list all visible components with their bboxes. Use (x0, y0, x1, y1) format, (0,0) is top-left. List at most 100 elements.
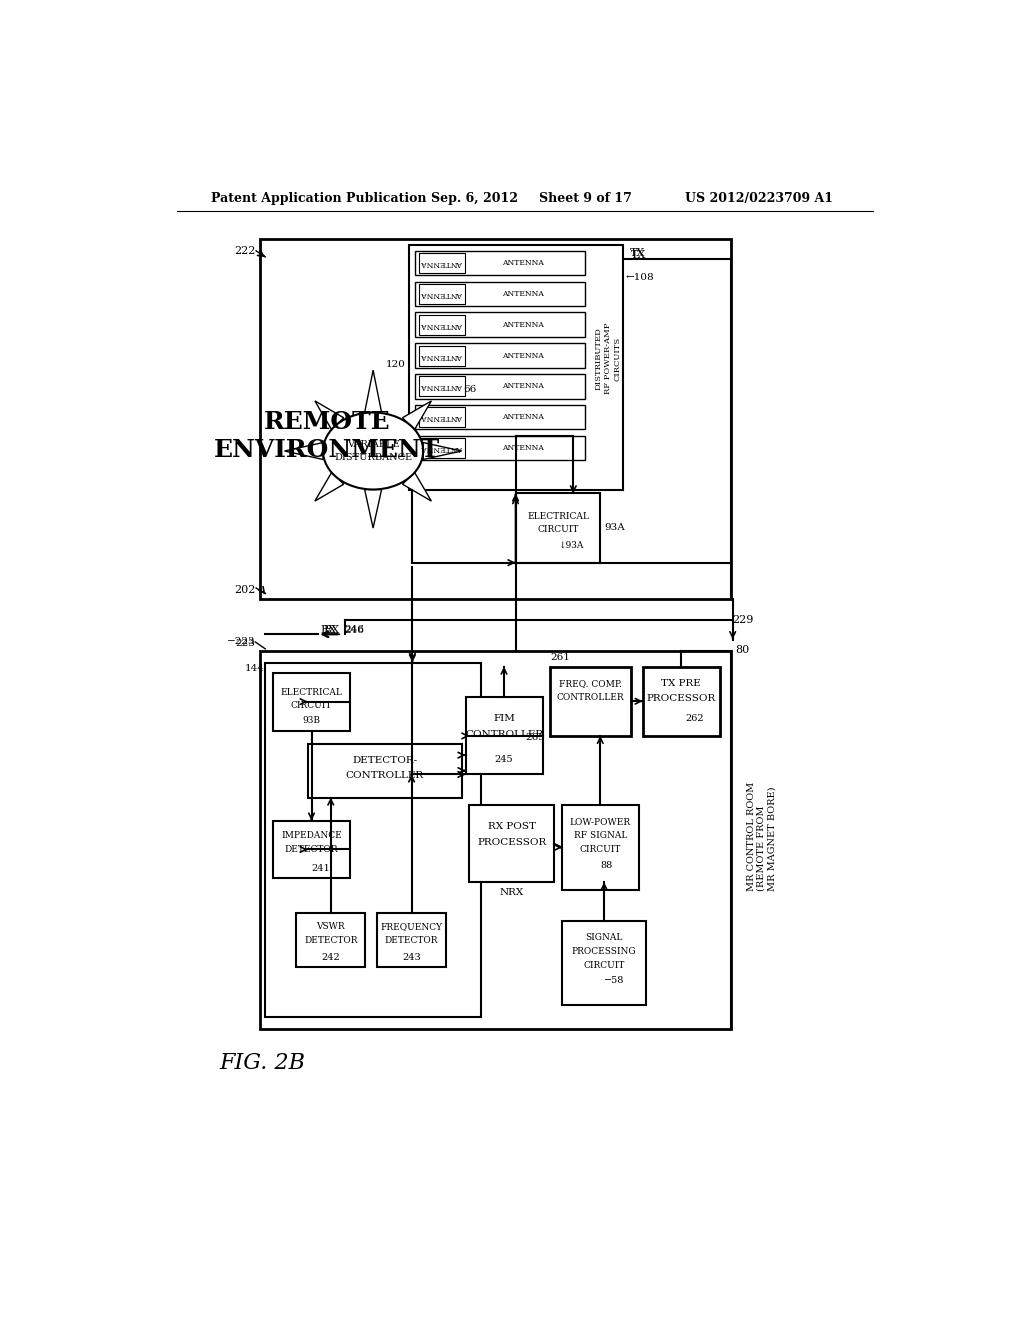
Text: 243: 243 (402, 953, 421, 962)
Bar (466, 697, 543, 775)
Text: 261: 261 (550, 653, 570, 661)
Text: TX PRE: TX PRE (662, 678, 701, 688)
Text: IMPEDANCE: IMPEDANCE (282, 832, 342, 841)
Bar (377, 913, 446, 966)
Text: ANTENNA: ANTENNA (503, 413, 544, 421)
Bar (416, 436, 585, 461)
Bar (419, 253, 465, 273)
Text: DISTURBANCE: DISTURBANCE (334, 453, 413, 462)
Text: DETECTOR: DETECTOR (304, 936, 357, 945)
Bar (416, 343, 585, 368)
Text: ANTENNA: ANTENNA (503, 321, 544, 329)
Text: TX: TX (631, 249, 646, 260)
Text: US 2012/0223709 A1: US 2012/0223709 A1 (685, 191, 833, 205)
Text: 93B: 93B (302, 715, 321, 725)
Text: 80: 80 (735, 644, 750, 655)
Text: 120: 120 (386, 360, 406, 370)
Text: CONTROLLER: CONTROLLER (557, 693, 625, 702)
Text: REMOTE
ENVIRONMENT: REMOTE ENVIRONMENT (214, 409, 440, 462)
Text: FIG. 2B: FIG. 2B (219, 1052, 305, 1074)
Text: ANTENNA: ANTENNA (421, 259, 463, 267)
Text: ↓93A: ↓93A (558, 541, 584, 550)
Polygon shape (365, 490, 382, 528)
Polygon shape (314, 401, 344, 430)
Bar (419, 346, 465, 366)
Text: ELECTRICAL: ELECTRICAL (527, 512, 589, 521)
Text: SIGNAL: SIGNAL (586, 933, 623, 942)
Text: DETECTOR-: DETECTOR- (352, 756, 417, 766)
Text: 245: 245 (495, 755, 513, 763)
Text: RX POST: RX POST (487, 822, 536, 832)
Bar (410, 246, 624, 490)
Bar (416, 405, 585, 429)
Text: ANTENNA: ANTENNA (503, 351, 544, 359)
Bar (643, 667, 720, 737)
Text: PROCESSING: PROCESSING (571, 946, 637, 956)
Text: ANTENNA: ANTENNA (421, 321, 463, 329)
Polygon shape (423, 442, 462, 459)
Text: FREQUENCY: FREQUENCY (381, 923, 442, 932)
Text: 144: 144 (245, 664, 264, 673)
Text: PROCESSOR: PROCESSOR (477, 838, 547, 846)
Text: RF SIGNAL: RF SIGNAL (573, 832, 627, 841)
Text: ANTENNA: ANTENNA (421, 413, 463, 421)
Text: 88: 88 (600, 861, 612, 870)
Bar (416, 374, 585, 399)
Bar (562, 921, 646, 1006)
Bar (550, 667, 631, 737)
Text: 229: 229 (733, 615, 754, 626)
Text: PROCESSOR: PROCESSOR (646, 694, 716, 704)
Polygon shape (285, 442, 323, 459)
Bar (265, 663, 481, 1016)
Text: 223: 223 (236, 639, 255, 648)
Text: DISTRIBUTED
RF POWER-AMP
CIRCUITS: DISTRIBUTED RF POWER-AMP CIRCUITS (595, 323, 622, 395)
Text: DETECTOR: DETECTOR (385, 936, 438, 945)
Bar (416, 281, 585, 306)
Bar (419, 407, 465, 428)
Text: ANTENNA: ANTENNA (503, 290, 544, 298)
Bar (296, 913, 366, 966)
Ellipse shape (323, 412, 423, 490)
Text: CONTROLLER: CONTROLLER (465, 730, 543, 739)
Text: TX: TX (630, 248, 645, 259)
Text: ANTENNA: ANTENNA (503, 259, 544, 267)
Text: RX: RX (324, 624, 340, 635)
Bar (416, 313, 585, 337)
Bar (307, 743, 462, 797)
Bar (419, 376, 465, 396)
Text: 93A: 93A (604, 524, 625, 532)
Text: ELECTRICAL: ELECTRICAL (281, 688, 342, 697)
Text: VSWR: VSWR (316, 923, 345, 932)
Text: CONTROLLER: CONTROLLER (345, 771, 424, 780)
Text: 246: 246 (345, 626, 365, 634)
Text: LOW-POWER: LOW-POWER (569, 817, 631, 826)
Text: CIRCUIT: CIRCUIT (291, 701, 332, 710)
Text: ANTENNA: ANTENNA (421, 383, 463, 391)
Bar (419, 438, 465, 458)
Bar (419, 314, 465, 335)
Text: ANTENNA: ANTENNA (503, 383, 544, 391)
Bar (416, 251, 585, 276)
Text: FIM: FIM (494, 714, 515, 723)
Text: 246: 246 (345, 626, 365, 635)
Bar (273, 821, 350, 878)
Text: DETECTOR: DETECTOR (285, 845, 338, 854)
Text: 66: 66 (463, 385, 476, 393)
Text: Sheet 9 of 17: Sheet 9 of 17 (539, 191, 632, 205)
Text: CIRCUIT: CIRCUIT (580, 845, 621, 854)
Text: VARIABLE: VARIABLE (347, 441, 399, 449)
Text: Sep. 6, 2012: Sep. 6, 2012 (431, 191, 518, 205)
Text: ANTENNA: ANTENNA (503, 444, 544, 451)
Text: −223: −223 (226, 638, 255, 647)
Text: RX: RX (321, 626, 337, 635)
Polygon shape (402, 401, 431, 430)
Text: 262: 262 (685, 714, 703, 723)
Bar (273, 673, 350, 730)
Text: 263: 263 (525, 733, 545, 742)
Text: MR CONTROL ROOM
(REMOTE FROM
MR MAGNET BORE): MR CONTROL ROOM (REMOTE FROM MR MAGNET B… (746, 781, 776, 891)
Bar (260, 651, 731, 1028)
Text: 241: 241 (311, 863, 331, 873)
Text: ANTENNA: ANTENNA (421, 444, 463, 451)
Bar (562, 805, 639, 890)
Text: Patent Application Publication: Patent Application Publication (211, 191, 427, 205)
